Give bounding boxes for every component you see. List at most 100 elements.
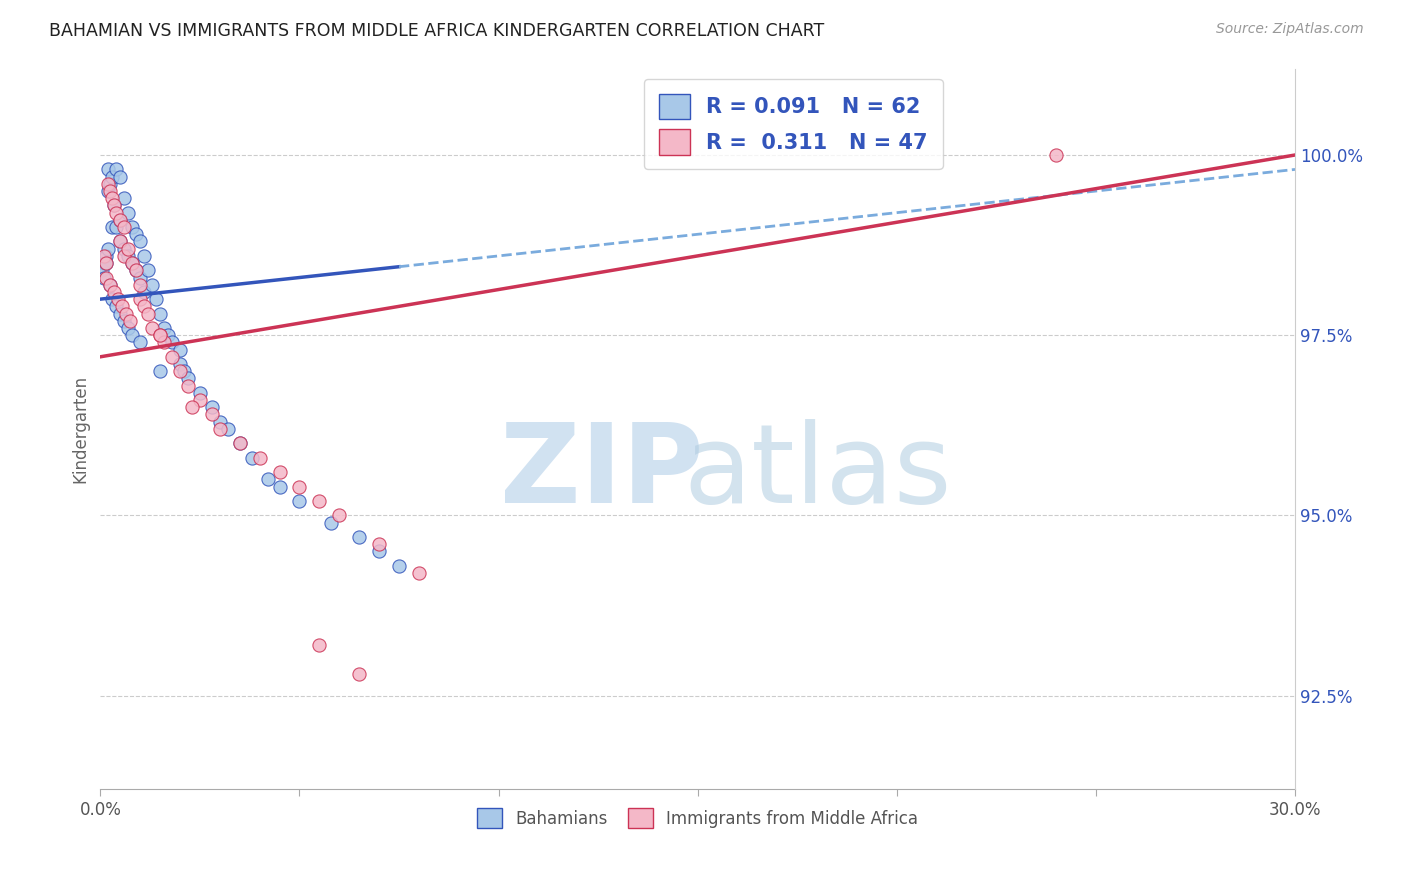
Point — [368, 544, 391, 558]
Point — [129, 270, 152, 285]
Point — [125, 263, 148, 277]
Point — [110, 212, 132, 227]
Point — [256, 472, 278, 486]
Point — [117, 249, 139, 263]
Point — [97, 184, 120, 198]
Point — [177, 371, 200, 385]
Point — [269, 465, 291, 479]
Point — [321, 516, 343, 530]
Point — [117, 242, 139, 256]
Point — [98, 184, 121, 198]
Point — [93, 249, 115, 263]
Point — [177, 378, 200, 392]
Text: Source: ZipAtlas.com: Source: ZipAtlas.com — [1216, 22, 1364, 37]
Point — [129, 335, 152, 350]
Point — [388, 558, 411, 573]
Point — [169, 364, 191, 378]
Text: ZIP: ZIP — [501, 418, 704, 525]
Point — [117, 321, 139, 335]
Point — [98, 277, 121, 292]
Point — [229, 436, 252, 450]
Point — [208, 422, 231, 436]
Point — [125, 227, 148, 242]
Point — [173, 364, 195, 378]
Point — [141, 277, 163, 292]
Point — [125, 263, 148, 277]
Point — [112, 249, 135, 263]
Point — [129, 292, 152, 306]
Point — [169, 343, 191, 357]
Point — [112, 220, 135, 235]
Point — [101, 292, 124, 306]
Point — [121, 328, 143, 343]
Point — [288, 494, 311, 508]
Point — [111, 299, 134, 313]
Point — [149, 307, 172, 321]
Point — [201, 408, 224, 422]
Point — [201, 401, 224, 415]
Y-axis label: Kindergarten: Kindergarten — [72, 375, 89, 483]
Point — [308, 638, 330, 652]
Point — [408, 566, 430, 580]
Point — [129, 277, 152, 292]
Point — [101, 191, 124, 205]
Point — [328, 508, 350, 523]
Point — [121, 220, 143, 235]
Point — [112, 242, 135, 256]
Point — [229, 436, 252, 450]
Point — [103, 285, 125, 299]
Point — [97, 242, 120, 256]
Point — [347, 667, 370, 681]
Point — [121, 256, 143, 270]
Point — [98, 177, 121, 191]
Point — [169, 357, 191, 371]
Point — [110, 169, 132, 184]
Point — [117, 205, 139, 219]
Text: BAHAMIAN VS IMMIGRANTS FROM MIDDLE AFRICA KINDERGARTEN CORRELATION CHART: BAHAMIAN VS IMMIGRANTS FROM MIDDLE AFRIC… — [49, 22, 824, 40]
Point — [107, 292, 129, 306]
Point — [110, 307, 132, 321]
Point — [96, 249, 118, 263]
Point — [141, 321, 163, 335]
Text: atlas: atlas — [683, 418, 952, 525]
Point — [105, 299, 128, 313]
Point — [103, 198, 125, 212]
Point — [121, 256, 143, 270]
Point — [134, 249, 156, 263]
Point — [115, 307, 138, 321]
Point — [101, 169, 124, 184]
Point — [136, 307, 159, 321]
Point — [112, 314, 135, 328]
Point — [129, 235, 152, 249]
Point — [105, 162, 128, 177]
Point — [93, 256, 115, 270]
Point — [96, 270, 118, 285]
Point — [110, 212, 132, 227]
Point — [160, 350, 183, 364]
Point — [188, 385, 211, 400]
Point — [288, 479, 311, 493]
Point — [1045, 148, 1067, 162]
Legend: Bahamians, Immigrants from Middle Africa: Bahamians, Immigrants from Middle Africa — [471, 801, 925, 835]
Point — [149, 328, 172, 343]
Point — [120, 314, 142, 328]
Point — [136, 263, 159, 277]
Point — [149, 328, 172, 343]
Point — [208, 415, 231, 429]
Point — [105, 205, 128, 219]
Point — [96, 256, 118, 270]
Point — [249, 450, 271, 465]
Point — [181, 401, 204, 415]
Point — [149, 364, 172, 378]
Point — [103, 198, 125, 212]
Point — [97, 162, 120, 177]
Point — [157, 328, 180, 343]
Point — [96, 256, 118, 270]
Point — [368, 537, 391, 551]
Point — [153, 321, 176, 335]
Point — [217, 422, 239, 436]
Point — [160, 335, 183, 350]
Point — [153, 335, 176, 350]
Point — [145, 292, 167, 306]
Point — [98, 277, 121, 292]
